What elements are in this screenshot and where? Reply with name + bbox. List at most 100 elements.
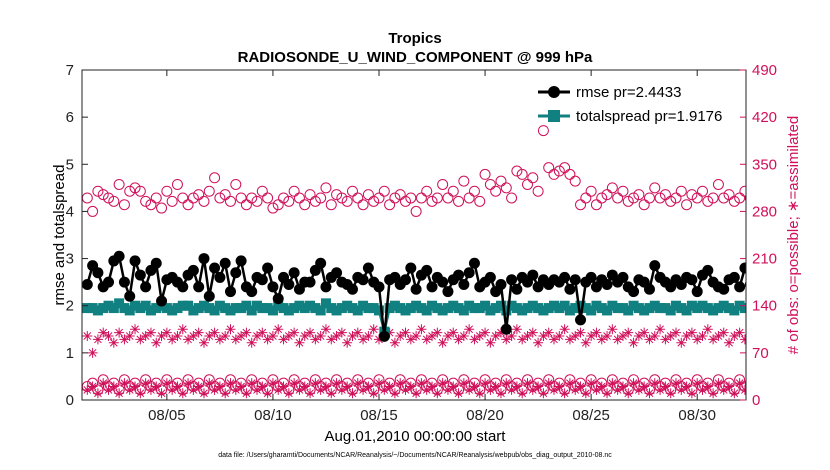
- obs_assimilated_low-point: [336, 384, 347, 395]
- obs_assimilated-point: [718, 327, 729, 338]
- obs_assimilated_low-point: [220, 388, 231, 399]
- obs_possible-point: [378, 185, 390, 197]
- totalspread-point: [374, 305, 384, 316]
- obs_assimilated-point: [214, 334, 225, 345]
- rmse-point: [718, 283, 730, 295]
- y-axis-right-label: # of obs: o=possible; ∗=assimilated: [785, 116, 802, 355]
- rmse-point: [124, 290, 136, 302]
- rmse-point: [150, 257, 162, 269]
- rmse-point: [362, 262, 374, 274]
- obs_possible-point: [400, 195, 412, 207]
- obs_assimilated_low-point: [204, 378, 215, 389]
- obs_assimilated_low-point: [734, 378, 745, 389]
- y-right-tick-label: 70: [752, 345, 769, 362]
- y-axis-label: rmse and totalspread: [51, 165, 68, 306]
- obs_assimilated-point: [156, 331, 167, 342]
- obs_possible-point: [156, 202, 168, 214]
- obs_possible-point: [453, 195, 465, 207]
- totalspread-point: [549, 300, 560, 311]
- obs_possible-point: [198, 195, 210, 207]
- totalspread-point: [490, 303, 501, 314]
- rmse-point: [495, 279, 507, 290]
- obs_assimilated-point: [246, 337, 257, 348]
- totalspread-point: [533, 303, 544, 314]
- obs_assimilated-point: [607, 324, 618, 335]
- obs_possible-point: [336, 192, 348, 204]
- rmse-point: [193, 281, 205, 293]
- obs_assimilated_low-point: [214, 381, 225, 392]
- rmse-point: [378, 330, 390, 342]
- obs_assimilated_low-point: [628, 378, 639, 389]
- obs_possible-point: [103, 192, 115, 204]
- totalspread-point: [257, 303, 268, 314]
- obs_possible-point: [681, 199, 693, 211]
- rmse-point: [400, 274, 412, 286]
- totalspread-point: [400, 305, 411, 316]
- totalspread-point: [453, 303, 464, 314]
- obs_possible-point: [707, 192, 719, 204]
- obs_assimilated-point: [432, 327, 443, 338]
- totalspread-point: [183, 300, 194, 311]
- obs_assimilated-point: [114, 327, 125, 338]
- obs_assimilated-point: [533, 337, 544, 348]
- obs_assimilated-point: [252, 331, 263, 342]
- obs_assimilated-point: [257, 327, 268, 338]
- x-tick-label: 08/10: [254, 407, 292, 424]
- obs_possible-point: [649, 182, 661, 194]
- obs_assimilated-point: [495, 327, 506, 338]
- rmse-point: [739, 262, 746, 274]
- obs_possible-point: [532, 185, 544, 197]
- totalspread-point: [442, 303, 453, 314]
- obs_assimilated_low-point: [140, 378, 151, 389]
- rmse-point: [272, 293, 284, 305]
- obs_assimilated-point: [427, 331, 438, 342]
- obs_assimilated-point: [480, 327, 491, 338]
- totalspread-point: [480, 300, 491, 311]
- obs_possible-point: [283, 195, 295, 207]
- obs_assimilated-point: [453, 334, 464, 345]
- obs_assimilated-point: [421, 334, 432, 345]
- totalspread-point: [283, 305, 294, 316]
- obs_assimilated-point: [527, 327, 538, 338]
- obs_assimilated-point: [485, 337, 496, 348]
- obs_assimilated_low-point: [278, 381, 289, 392]
- obs_assimilated_low-point: [305, 388, 316, 399]
- obs_assimilated_low-point: [108, 381, 119, 392]
- obs_possible-point: [113, 178, 125, 190]
- totalspread-point: [660, 303, 671, 314]
- plot-area: [82, 125, 746, 399]
- obs_assimilated-point: [262, 334, 273, 345]
- obs_assimilated_low-point: [729, 388, 740, 399]
- obs_assimilated_low-point: [549, 384, 560, 395]
- totalspread-point: [448, 300, 459, 311]
- obs_possible-point: [654, 192, 666, 204]
- obs_assimilated_low-point: [432, 388, 443, 399]
- obs_assimilated_low-point: [416, 378, 427, 389]
- rmse-point: [320, 281, 332, 293]
- obs_assimilated-point: [633, 331, 644, 342]
- obs_assimilated-point: [209, 327, 220, 338]
- obs_assimilated-point: [225, 324, 236, 335]
- obs_possible-point: [675, 185, 687, 197]
- y-right-tick-label: 210: [752, 251, 777, 268]
- x-tick-label: 08/20: [466, 407, 504, 424]
- obs_possible-point: [585, 185, 597, 197]
- totalspread-point: [692, 303, 703, 314]
- totalspread-point: [729, 305, 740, 316]
- obs_assimilated_low-point: [114, 388, 125, 399]
- obs_assimilated-point: [490, 331, 501, 342]
- obs_possible-point: [659, 189, 671, 201]
- obs_possible-point: [145, 199, 157, 211]
- rmse-point: [156, 295, 168, 307]
- y-tick-label: 3: [66, 251, 74, 268]
- totalspread-point: [108, 303, 119, 314]
- obs_assimilated_low-point: [135, 388, 146, 399]
- obs_assimilated-point: [220, 331, 231, 342]
- rmse-point: [649, 260, 661, 272]
- legend-rmse-label: rmse pr=2.4433: [576, 84, 681, 101]
- obs_possible-point: [362, 189, 374, 201]
- obs_possible-point: [490, 185, 502, 197]
- obs_assimilated_low-point: [649, 378, 660, 389]
- obs_assimilated_low-point: [177, 388, 188, 399]
- obs_possible-point: [553, 165, 565, 177]
